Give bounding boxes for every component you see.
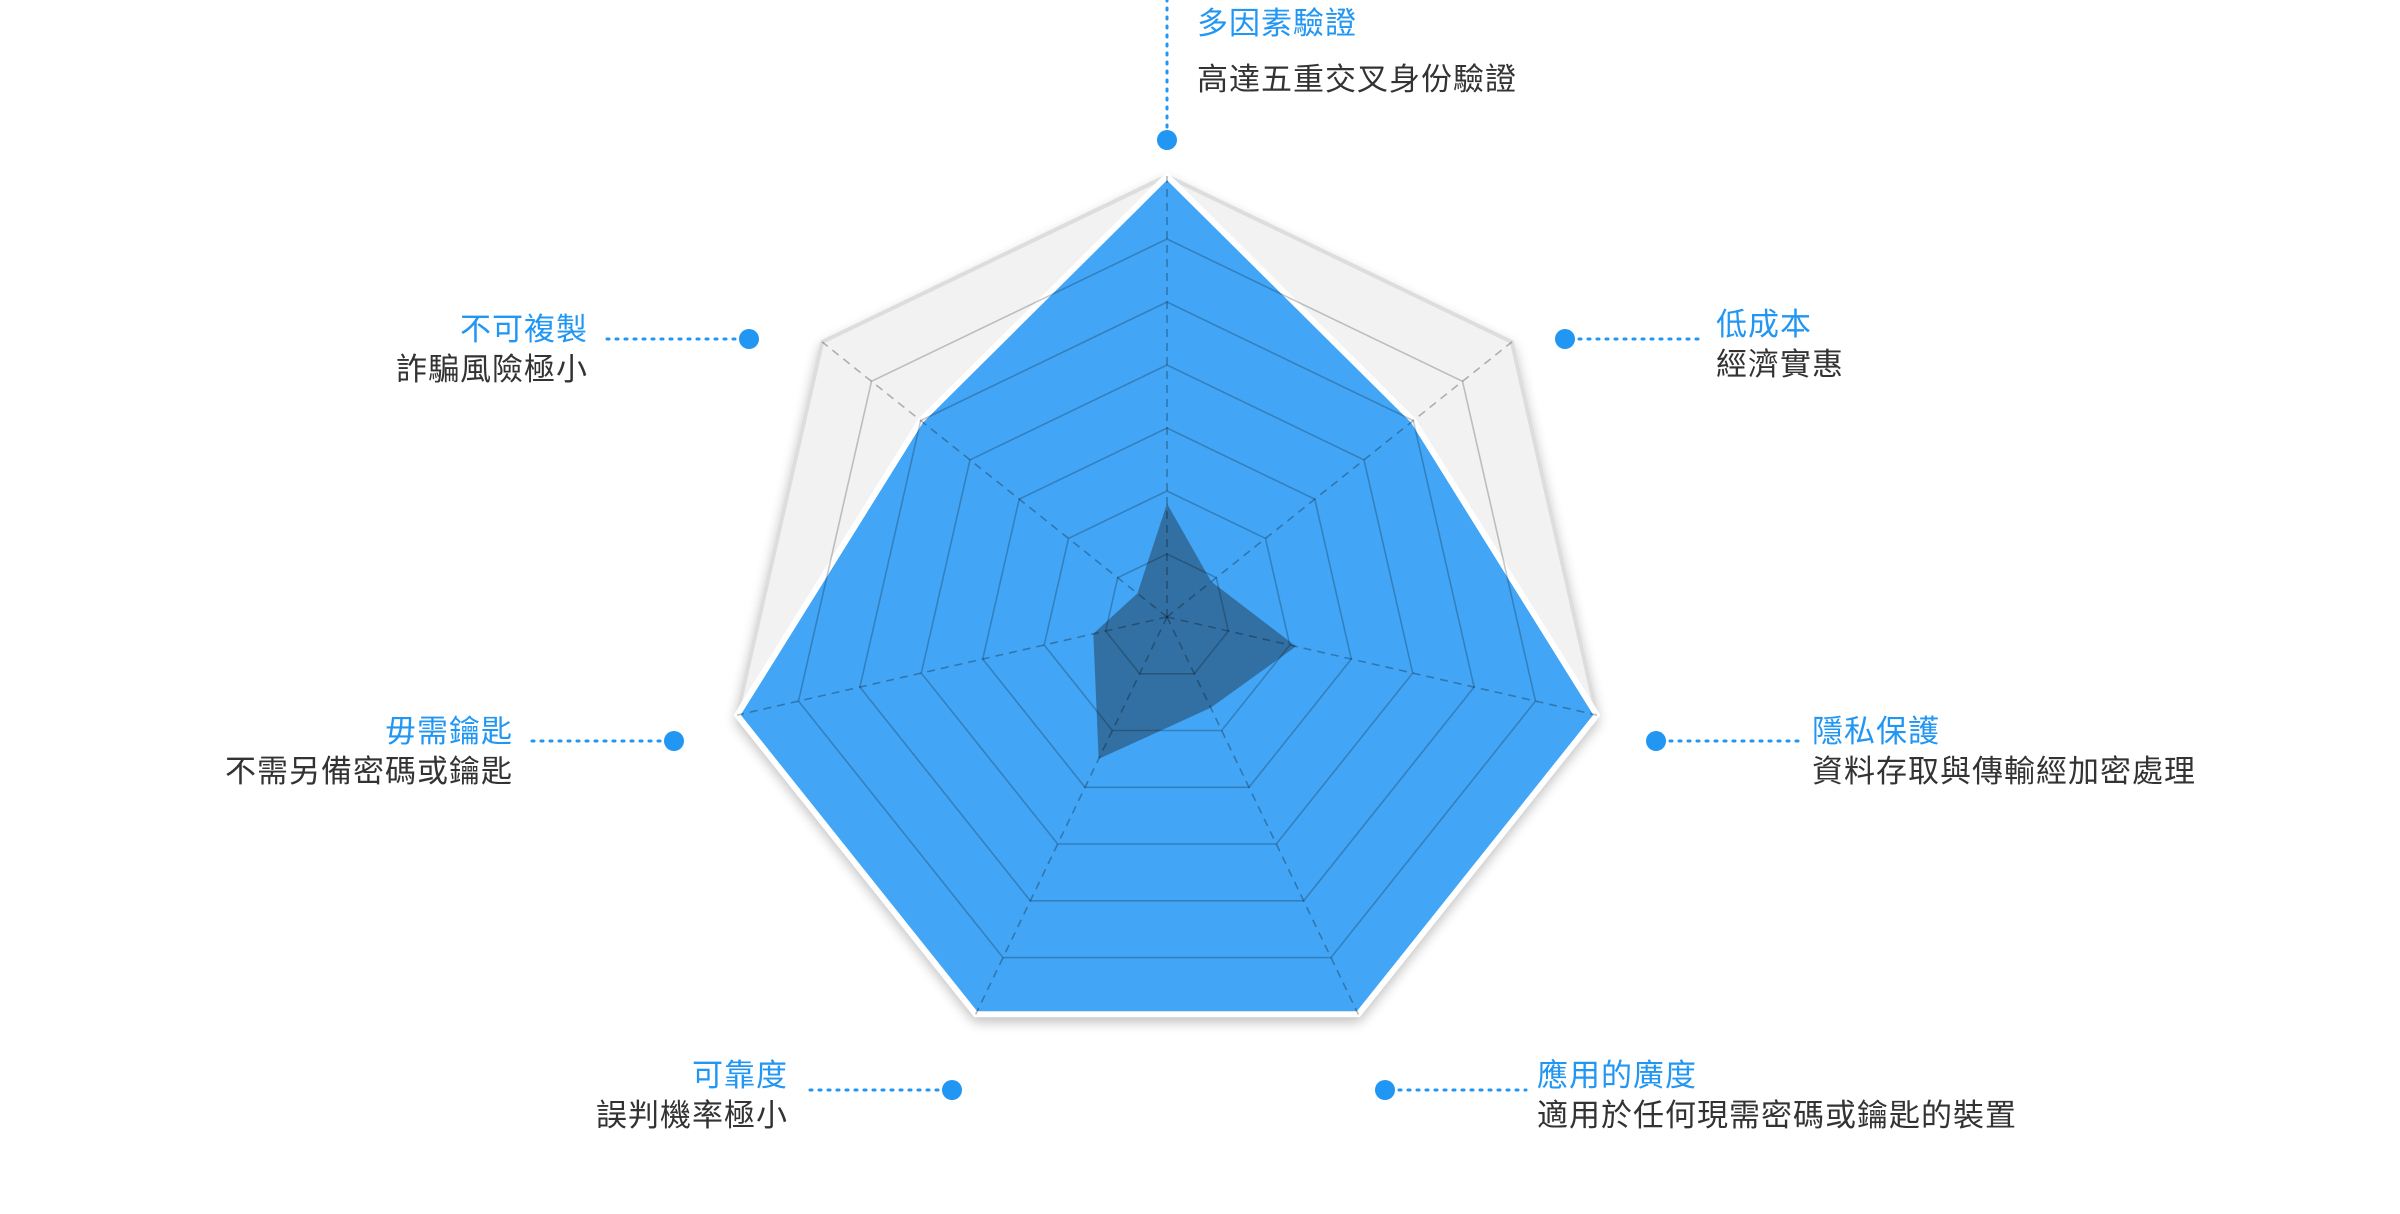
axis-desc: 不需另備密碼或鑰匙 [225, 754, 513, 790]
axis-label-low-cost: 低成本 經濟實惠 [1716, 305, 1844, 385]
label-leaders [526, 0, 1802, 1100]
leader-dot [664, 731, 684, 751]
axis-label-keyless: 毋需鑰匙 不需另備密碼或鑰匙 [225, 712, 513, 792]
axis-spoke [1166, 616, 1598, 716]
grid-ring [859, 301, 1475, 902]
leader-dot [1157, 130, 1177, 150]
leader-dot [1646, 731, 1666, 751]
grid-ring [920, 364, 1414, 845]
radar-spokes [736, 176, 1598, 1015]
axis-title: 毋需鑰匙 [385, 714, 513, 750]
axis-title: 不可複製 [460, 312, 588, 348]
axis-title: 應用的廣度 [1537, 1058, 1697, 1094]
axis-desc: 經濟實惠 [1716, 347, 1844, 383]
axis-spoke [1166, 616, 1360, 1015]
grid-ring [1043, 490, 1291, 732]
axis-desc: 適用於任何現需密碼或鑰匙的裝置 [1537, 1098, 2017, 1134]
series-polygon-inner [1093, 503, 1296, 759]
axis-desc: 誤判機率極小 [596, 1098, 788, 1134]
axis-title: 可靠度 [692, 1058, 788, 1094]
axis-spoke [974, 616, 1168, 1015]
axis-spoke [821, 341, 1168, 618]
axis-label-breadth: 應用的廣度 適用於任何現需密碼或鑰匙的裝置 [1537, 1056, 2017, 1136]
axis-spoke [736, 616, 1168, 716]
grid-ring [797, 238, 1537, 959]
axis-label-reliability: 可靠度 誤判機率極小 [596, 1056, 788, 1136]
axis-label-multifactor: 多因素驗證 高達五重交叉身份驗證 [1197, 4, 1517, 100]
axis-label-uncopyable: 不可複製 詐騙風險極小 [396, 310, 588, 390]
leader-dot [942, 1080, 962, 1100]
radar-grid [797, 238, 1537, 959]
axis-title: 多因素驗證 [1197, 6, 1357, 42]
leader-dot [1375, 1080, 1395, 1100]
axis-desc: 資料存取與傳輸經加密處理 [1812, 754, 2196, 790]
grid-ring [981, 427, 1353, 789]
leader-dot [739, 329, 759, 349]
axis-spoke [1166, 341, 1513, 618]
leader-dot [1555, 329, 1575, 349]
axis-desc: 詐騙風險極小 [396, 352, 588, 388]
grid-ring [1104, 553, 1230, 675]
axis-title: 隱私保護 [1812, 714, 1940, 750]
axis-label-privacy: 隱私保護 資料存取與傳輸經加密處理 [1812, 712, 2196, 792]
axis-title: 低成本 [1716, 307, 1812, 343]
radar-series [733, 171, 1601, 1018]
axis-desc: 高達五重交叉身份驗證 [1197, 62, 1517, 98]
